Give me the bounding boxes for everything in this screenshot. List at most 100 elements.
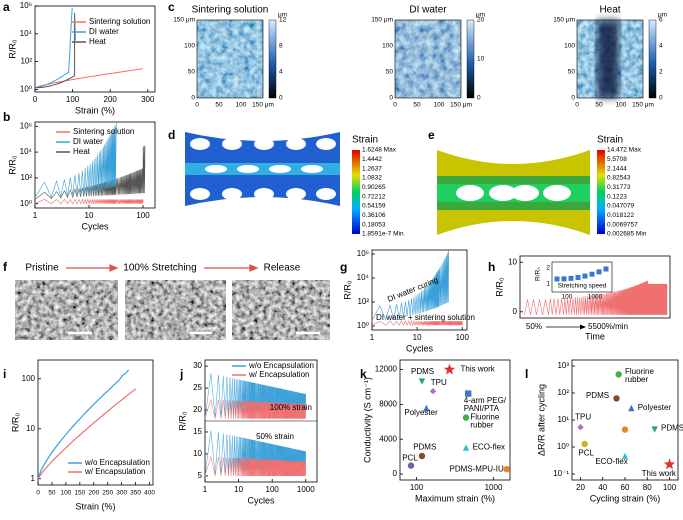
x-axis-label: Time bbox=[585, 331, 605, 341]
x-tick-label: 100 bbox=[266, 485, 280, 494]
x-tick-label: 10 bbox=[234, 485, 243, 494]
legend-label: Heat bbox=[73, 147, 91, 156]
x-tick-label: 200 bbox=[104, 95, 118, 104]
legend-label: DI water bbox=[89, 27, 119, 36]
annotation: DI water + sintering solution bbox=[376, 313, 475, 322]
colorbar-tick: 0 bbox=[279, 95, 283, 102]
point-label: rubber bbox=[625, 375, 648, 384]
legend-label: w/ Encapsulation bbox=[248, 370, 309, 379]
point-label: Polyester bbox=[404, 408, 438, 417]
point-label: Fluorine bbox=[470, 413, 499, 422]
colorbar-unit: μm bbox=[476, 12, 485, 19]
panel-label: b bbox=[3, 110, 10, 124]
legend-label: Heat bbox=[89, 37, 107, 46]
marker bbox=[462, 414, 470, 421]
crack-band bbox=[597, 20, 619, 98]
map-title: DI water bbox=[409, 5, 447, 16]
marker bbox=[651, 426, 658, 433]
y-tick-label: 100 bbox=[22, 374, 36, 383]
cyclic-curve bbox=[34, 145, 146, 200]
panel-label: e bbox=[428, 128, 435, 142]
y-axis-label: Conductivity (S cm⁻¹) bbox=[362, 377, 372, 463]
point-label: TPU bbox=[575, 413, 591, 422]
y-tick-label: 100 bbox=[564, 43, 575, 50]
x-tick-label: 10 bbox=[413, 333, 422, 342]
cyclic-curve bbox=[371, 250, 449, 321]
x-tick-label: 40 bbox=[598, 483, 607, 492]
x-tick-label: 0 bbox=[33, 95, 38, 104]
y-tick-label: 10⁶ bbox=[357, 249, 369, 258]
x-tick-label: 300 bbox=[141, 95, 155, 104]
curve bbox=[37, 369, 130, 480]
x-tick-label: 150 μm bbox=[450, 102, 472, 109]
sem-images bbox=[15, 264, 330, 340]
colorbar-level: 0.72212 bbox=[362, 193, 386, 200]
y-tick-label: 8000 bbox=[379, 400, 397, 409]
marker bbox=[429, 388, 437, 395]
point-label: TPU bbox=[431, 378, 447, 387]
colorbar bbox=[352, 150, 360, 234]
legend-label: Sintering solution bbox=[73, 127, 134, 136]
x-tick-label: 400 bbox=[144, 490, 155, 497]
x-axis-label: Maximum strain (%) bbox=[415, 493, 495, 503]
legend-label: DI water bbox=[73, 137, 103, 146]
x-axis-label: Cycling strain (%) bbox=[590, 493, 661, 503]
curve bbox=[34, 68, 144, 89]
colorbar bbox=[648, 19, 657, 99]
colorbar-level: 0.36106 bbox=[362, 212, 386, 219]
y-tick-label: 0 bbox=[389, 95, 393, 102]
y-tick-label: 10 bbox=[193, 449, 202, 458]
inset-marker bbox=[603, 266, 609, 272]
x-tick-label: 1000 bbox=[297, 485, 315, 494]
x-tick-label: 100 bbox=[60, 490, 71, 497]
plot-frame bbox=[37, 359, 154, 486]
x-axis-label: Strain (%) bbox=[75, 105, 115, 115]
colorbar-level: 0.18053 bbox=[362, 221, 386, 228]
x-tick-label: 250 bbox=[102, 490, 113, 497]
inset-marker bbox=[561, 276, 567, 282]
colorbar-level: 1.0832 bbox=[362, 175, 382, 182]
colorbar-level: 1.2637 bbox=[362, 165, 382, 172]
x-tick-label: 100 bbox=[136, 211, 150, 220]
y-tick-label: 12000 bbox=[375, 365, 398, 374]
colorbar-tick: 10 bbox=[477, 56, 485, 63]
y-tick-label: 100 bbox=[184, 43, 195, 50]
y-tick-label: 10⁴ bbox=[20, 147, 33, 156]
x-axis-label: Cycles bbox=[81, 221, 109, 231]
marker bbox=[613, 395, 620, 402]
cyclic-curve bbox=[204, 455, 306, 476]
inset-x-tick: 1000 bbox=[588, 294, 603, 301]
y-tick-label: 150 μm bbox=[553, 17, 575, 24]
point-label: PCL bbox=[578, 449, 594, 458]
cyclic-curve bbox=[524, 280, 668, 315]
colorbar-level: 1.8591e-7 Min bbox=[362, 231, 404, 238]
legend-label: w/o Encapsulation bbox=[248, 361, 314, 370]
colorbar-level: 1.4442 bbox=[362, 156, 382, 163]
point-label: Polyester bbox=[638, 403, 672, 412]
point-label: ECO-flex bbox=[473, 443, 505, 452]
point-label: PDMS bbox=[413, 443, 436, 452]
x-tick-label: 100 bbox=[434, 102, 445, 109]
marker bbox=[628, 404, 635, 412]
map-title: Heat bbox=[599, 5, 620, 16]
x-tick-label: 50 bbox=[215, 102, 223, 109]
inset-marker bbox=[589, 271, 595, 277]
y-tick-label: 10⁶ bbox=[20, 121, 32, 130]
map-frame bbox=[394, 19, 462, 99]
y-tick-label: 10⁰ bbox=[357, 321, 369, 330]
x-tick-label: 50 bbox=[413, 102, 421, 109]
plot-frame bbox=[519, 255, 671, 319]
x-tick-label: 0 bbox=[36, 490, 40, 497]
y-axis-label: R/R₀ bbox=[342, 280, 352, 299]
fea-specimen bbox=[437, 150, 590, 235]
colorbar-title: Strain bbox=[352, 135, 378, 146]
x-tick-label: 0 bbox=[195, 102, 199, 109]
point-label: PDMS bbox=[411, 367, 434, 376]
y-tick-label: 10⁰ bbox=[20, 85, 32, 94]
panel-label: a bbox=[3, 0, 10, 14]
colorbar-tick: 12 bbox=[279, 17, 287, 24]
colorbar-tick: 0 bbox=[659, 95, 663, 102]
marker bbox=[465, 390, 472, 397]
map-frame bbox=[576, 19, 644, 99]
legend-label: w/ Encapsulation bbox=[84, 467, 145, 476]
